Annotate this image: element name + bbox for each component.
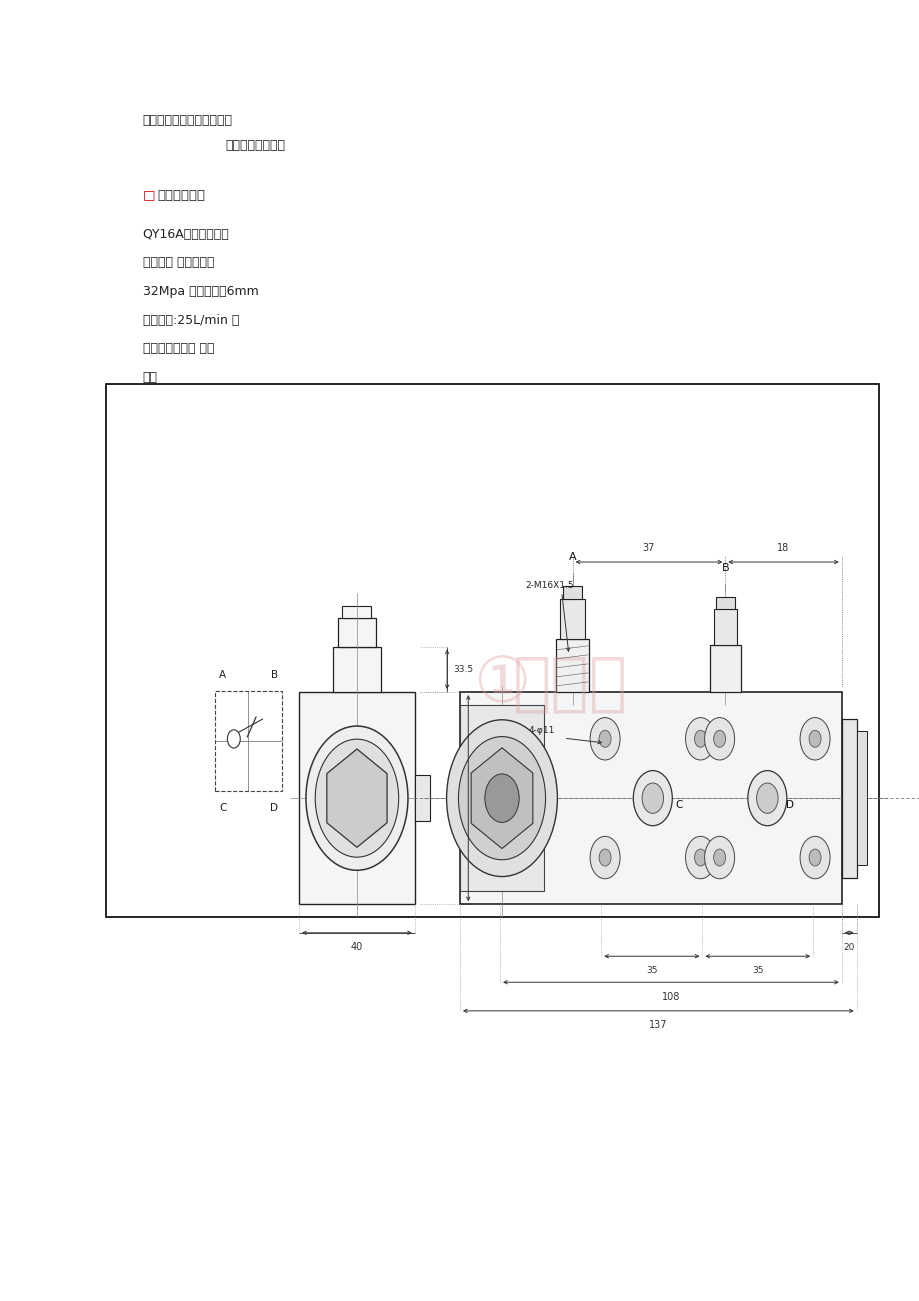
Text: 产品详细信息: 产品详细信息 <box>157 189 205 202</box>
Text: 尺寸: 尺寸 <box>142 371 157 384</box>
Text: 2-M16X1.5: 2-M16X1.5 <box>525 582 573 589</box>
Bar <box>299 692 414 904</box>
Text: QY16A型单向液压锁: QY16A型单向液压锁 <box>142 228 229 241</box>
Text: 32Mpa 公称通径：6mm: 32Mpa 公称通径：6mm <box>142 285 258 298</box>
Text: 动、液动、电动。: 动、液动、电动。 <box>225 139 285 152</box>
Bar <box>841 718 856 878</box>
Polygon shape <box>326 749 387 847</box>
Bar <box>460 692 841 904</box>
Text: A: A <box>568 553 576 562</box>
Text: 40: 40 <box>350 942 363 952</box>
Circle shape <box>589 718 619 760</box>
Bar <box>562 587 582 598</box>
Text: 洲阀门: 洲阀门 <box>512 652 628 714</box>
Bar <box>460 705 543 891</box>
Polygon shape <box>471 748 532 848</box>
Circle shape <box>755 783 777 813</box>
Circle shape <box>306 726 407 870</box>
Text: □: □ <box>142 189 155 202</box>
Circle shape <box>589 837 619 878</box>
Circle shape <box>800 718 829 760</box>
Text: B: B <box>270 670 278 680</box>
Circle shape <box>446 719 557 877</box>
Circle shape <box>747 770 786 826</box>
Text: D: D <box>786 800 793 809</box>
Circle shape <box>808 850 820 866</box>
Circle shape <box>641 783 663 813</box>
Text: ①: ① <box>472 652 529 714</box>
Circle shape <box>704 837 734 878</box>
Circle shape <box>685 837 715 878</box>
Circle shape <box>458 736 545 860</box>
Text: 额定流量:25L/min 适: 额定流量:25L/min 适 <box>142 314 239 327</box>
Circle shape <box>227 730 240 748</box>
Circle shape <box>808 730 820 747</box>
Circle shape <box>632 770 672 826</box>
Bar <box>106 384 878 917</box>
Circle shape <box>704 718 734 760</box>
Text: 33.5: 33.5 <box>453 665 473 674</box>
Text: C: C <box>675 800 682 809</box>
Text: D: D <box>269 803 278 813</box>
Text: C: C <box>219 803 226 813</box>
Circle shape <box>694 850 706 866</box>
Circle shape <box>713 730 725 747</box>
Bar <box>560 598 584 639</box>
Text: 37: 37 <box>642 543 654 553</box>
Bar <box>338 618 375 647</box>
Bar <box>333 647 380 692</box>
Circle shape <box>694 730 706 747</box>
Text: 卡箍。驱动方式：手动、气: 卡箍。驱动方式：手动、气 <box>142 114 233 127</box>
Bar <box>414 775 429 821</box>
Text: 35: 35 <box>751 967 763 974</box>
Bar <box>555 639 588 692</box>
Text: B: B <box>720 563 729 572</box>
Text: 108: 108 <box>661 991 679 1002</box>
Circle shape <box>800 837 829 878</box>
Text: 18: 18 <box>777 543 789 553</box>
Bar <box>709 645 740 692</box>
Text: 4-φ11: 4-φ11 <box>528 726 554 735</box>
Text: 137: 137 <box>649 1020 667 1030</box>
Text: 35: 35 <box>645 967 657 974</box>
Text: 62: 62 <box>479 794 490 803</box>
Bar <box>856 731 866 865</box>
Text: 技术参数 公称乐力：: 技术参数 公称乐力： <box>142 256 214 269</box>
Bar <box>713 609 736 645</box>
Bar <box>342 606 371 618</box>
Text: 用介质：液压油 外形: 用介质：液压油 外形 <box>142 342 214 355</box>
Circle shape <box>315 739 398 857</box>
Circle shape <box>713 850 725 866</box>
Text: 20: 20 <box>843 943 854 951</box>
Circle shape <box>484 774 518 822</box>
Circle shape <box>598 730 610 747</box>
Bar <box>715 597 733 609</box>
Bar <box>215 691 281 791</box>
Text: A: A <box>219 670 226 680</box>
Circle shape <box>338 771 375 825</box>
Circle shape <box>685 718 715 760</box>
Circle shape <box>598 850 610 866</box>
